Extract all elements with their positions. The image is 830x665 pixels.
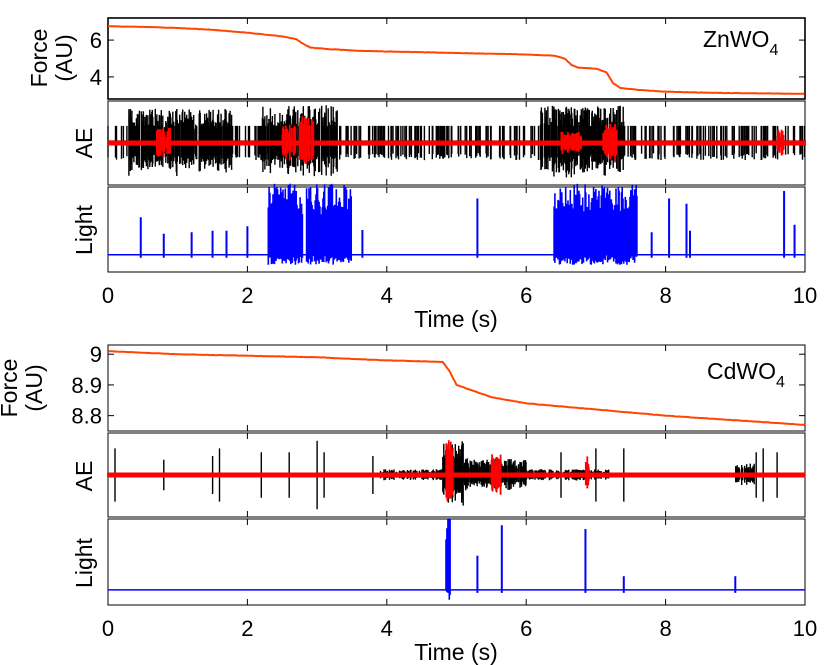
force-ytick-label: 4 [90,65,102,90]
force-ytick-label: 8.8 [71,404,102,429]
x-tick-label: 8 [659,616,671,641]
znwo4-x-axis: 0 2 4 6 8 10 [102,18,817,308]
chart-znwo4: 46 Force (AU) ZnWO4 AE Light 0 2 4 6 8 10 Tim… [26,17,817,332]
znwo4-material-label: ZnWO4 [703,26,778,59]
znwo4-ae-ylabel: AE [71,128,97,159]
force-ytick-label: 9 [90,342,102,367]
x-tick-label: 4 [381,616,393,641]
znwo4-ae-plot [107,105,806,178]
cdwo4-light-frame [107,518,806,606]
znwo4-light-plot [108,183,805,265]
cdwo4-ae-ylabel: AE [71,461,97,492]
znwo4-force-panel: 46 Force (AU) ZnWO4 [26,17,806,100]
cdwo4-light-ylabel: Light [71,537,97,587]
x-tick-label: 10 [793,283,817,308]
cdwo4-light-plot [108,518,805,600]
cdwo4-force-ylabel-line1: Force [0,359,22,418]
x-tick-label: 2 [241,283,253,308]
znwo4-light-ylabel: Light [71,204,97,254]
cdwo4-force-plot: 8.8 8.9 9 [71,342,806,429]
znwo4-ae-panel: AE [71,100,806,186]
cdwo4-material-name: CdWO [707,358,776,384]
x-tick-label: 0 [102,616,114,641]
cdwo4-x-axis-label: Time (s) [414,639,497,665]
x-tick-label: 2 [241,616,253,641]
znwo4-force-frame [107,17,806,100]
znwo4-light-panel: Light [71,183,806,273]
cdwo4-light-panel: Light [71,518,806,606]
znwo4-material-name: ZnWO [703,26,769,52]
force-ytick-label: 6 [90,28,102,53]
x-tick-label: 0 [102,283,114,308]
znwo4-light-frame [107,186,806,273]
cdwo4-ae-panel: AE [71,432,806,518]
cdwo4-force-frame [107,344,806,432]
cdwo4-force-ylabel-line2: (AU) [21,364,47,411]
znwo4-material-subscript: 4 [769,42,778,59]
x-tick-label: 10 [793,616,817,641]
znwo4-force-ylabel-line2: (AU) [51,34,77,81]
cdwo4-material-subscript: 4 [776,374,785,391]
znwo4-force-ylabel-line1: Force [26,29,52,88]
x-tick-label: 4 [381,283,393,308]
x-tick-label: 6 [520,616,532,641]
znwo4-x-axis-label: Time (s) [414,306,497,332]
cdwo4-force-panel: 8.8 8.9 9 Force (AU) CdWO4 [0,342,806,432]
cdwo4-x-axis: 0 2 4 6 8 10 [102,345,817,641]
x-tick-label: 8 [659,283,671,308]
force-ytick-label: 8.9 [71,373,102,398]
force-line [108,350,806,426]
light-burst-trace [267,183,638,265]
cdwo4-ae-plot [107,440,806,510]
cdwo4-material-label: CdWO4 [707,358,785,391]
x-tick-label: 6 [520,283,532,308]
force-line [107,25,806,95]
znwo4-force-plot: 46 [90,25,806,95]
